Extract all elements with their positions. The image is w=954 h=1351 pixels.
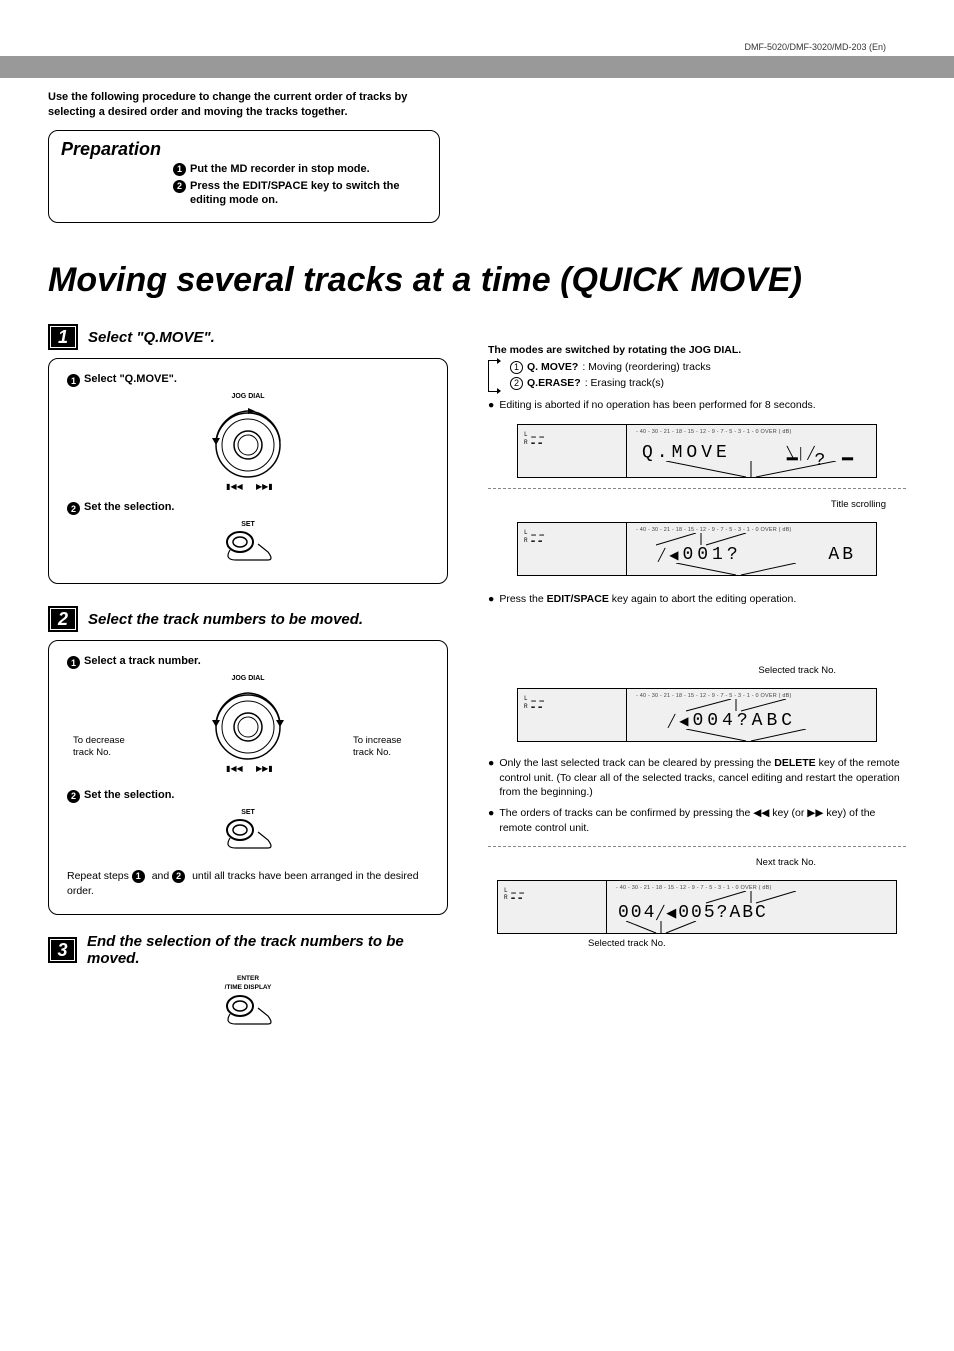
circled-1-outline-icon: 1 [510,361,523,374]
model-line: DMF-5020/DMF-3020/MD-203 (En) [744,42,886,52]
header-bar: DMF-5020/DMF-3020/MD-203 (En) 35 [0,56,954,78]
svg-text:▮◀◀: ▮◀◀ [226,764,244,773]
prep-step-1: 1 Put the MD recorder in stop mode. [61,162,427,177]
intro-text: Use the following procedure to change th… [48,90,438,120]
next-track-caption: Next track No. [488,857,906,868]
step-2-sub-1-text: Select a track number. [84,655,201,669]
display-2-mid-text: ╱◀001? [658,545,742,565]
abort-edit-note: ● Press the EDIT/SPACE key again to abor… [488,592,906,607]
display-2-right-text: AB [828,545,856,565]
mode-row-1: 1 Q. MOVE? : Moving (reordering) tracks [510,360,711,376]
prep-step-2: 2 Press the EDIT/SPACE key to switch the… [61,179,427,209]
mode-2-label: Q.ERASE? [527,376,581,392]
circled-2-outline-icon: 2 [510,377,523,390]
repeat-note: Repeat steps 1 and 2 Repeat steps 1 and … [67,869,429,898]
pointer-lines-icon [636,563,866,577]
dashed-separator [488,846,906,847]
prep-step-2-text: Press the EDIT/SPACE key to switch the e… [190,179,427,209]
lcd-display-2: L ▁ ▁R ▬ ▬ - 40 - 30 - 21 - 18 - 15 - 12… [517,522,877,576]
step-2-sub-2-text: Set the selection. [84,789,174,803]
pointer-lines-icon [636,461,866,479]
display-3-mid-text: ╱◀004?ABC [668,711,796,731]
step-3-title: End the selection of the track numbers t… [87,933,448,967]
dashed-separator [488,488,906,489]
lcd-display-3: L ▁ ▁R ▬ ▬ - 40 - 30 - 21 - 18 - 15 - 12… [517,688,877,742]
title-scrolling-caption: Title scrolling [488,499,886,510]
step-1-badge: 1 [48,324,78,350]
circled-1-icon: 1 [67,374,80,387]
circled-1-icon: 1 [67,656,80,669]
circled-1-icon: 1 [173,163,186,176]
db-scale: - 40 - 30 - 21 - 18 - 15 - 12 - 9 - 7 - … [636,429,870,435]
circled-2-icon: 2 [173,180,186,193]
lcd-display-1: L ▁ ▁R ▬ ▬ - 40 - 30 - 21 - 18 - 15 - 12… [517,424,877,478]
jog-dial-icon: ▮◀◀ ▶▶▮ [173,685,323,775]
jog-dial-icon: ▮◀◀ ▶▶▮ [188,403,308,493]
selected-track-caption: Selected track No. [488,665,906,676]
abort-8s-note: ● Editing is aborted if no operation has… [488,398,906,413]
step-3-badge: 3 [48,937,77,963]
step-1-header: 1 Select "Q.MOVE". [48,324,448,350]
jog-dial-label: JOG DIAL [67,393,429,400]
circled-2-icon: 2 [67,790,80,803]
bracket-icon [488,360,498,392]
enter-label-2: /TIME DISPLAY [48,984,448,991]
step-1-sub-1-text: Select "Q.MOVE". [84,373,177,387]
preparation-title: Preparation [61,139,427,160]
pointer-lines-icon [636,729,866,743]
display-1-left-text: Q.MOVE [642,443,731,463]
step-1-title: Select "Q.MOVE". [88,329,215,346]
step-2-sub-2: 2 Set the selection. [67,789,429,803]
circled-2-icon: 2 [67,502,80,515]
preparation-box: Preparation 1 Put the MD recorder in sto… [48,130,440,224]
prep-step-1-text: Put the MD recorder in stop mode. [190,162,370,177]
svg-text:▮◀◀: ▮◀◀ [226,482,244,491]
delete-note: ● Only the last selected track can be cl… [488,756,906,800]
svg-text:▶▶▮: ▶▶▮ [256,482,273,491]
svg-text:▶▶▮: ▶▶▮ [256,764,273,773]
set-knob-icon [220,530,276,564]
enter-label-1: ENTER [48,975,448,982]
enter-knob-icon [220,994,276,1028]
pointer-lines-icon [616,921,876,935]
selected-track-caption-2: Selected track No. [488,938,906,949]
main-title: Moving several tracks at a time (QUICK M… [48,261,906,300]
modes-heading: The modes are switched by rotating the J… [488,344,906,356]
display-4-text: 004╱◀005?ABC [618,903,768,923]
step-2-sub-1: 1 Select a track number. [67,655,429,669]
jog-dial-label: JOG DIAL [67,675,429,682]
mode-2-desc: : Erasing track(s) [585,376,664,392]
lcd-display-4: L ▁ ▁R ▬ ▬ - 40 - 30 - 21 - 18 - 15 - 12… [497,880,897,934]
step-2-header: 2 Select the track numbers to be moved. [48,606,448,632]
set-label: SET [67,809,429,816]
step-1-sub-1: 1 Select "Q.MOVE". [67,373,429,387]
step-2-badge: 2 [48,606,78,632]
confirm-note: ● The orders of tracks can be confirmed … [488,806,906,835]
step-1-sub-2-text: Set the selection. [84,501,174,515]
increase-label: To increase track No. [353,735,423,759]
set-label: SET [67,521,429,528]
step-1-box: 1 Select "Q.MOVE". JOG DIAL ▮◀◀ [48,358,448,584]
step-1-sub-2: 2 Set the selection. [67,501,429,515]
mode-row-2: 2 Q.ERASE? : Erasing track(s) [510,376,711,392]
mode-1-desc: : Moving (reordering) tracks [582,360,710,376]
mode-1-label: Q. MOVE? [527,360,578,376]
step-3-header: 3 End the selection of the track numbers… [48,933,448,967]
decrease-label: To decrease track No. [73,735,143,759]
step-2-title: Select the track numbers to be moved. [88,611,363,628]
step-2-box: 1 Select a track number. JOG DIAL ▮ [48,640,448,915]
set-knob-icon [220,818,276,852]
